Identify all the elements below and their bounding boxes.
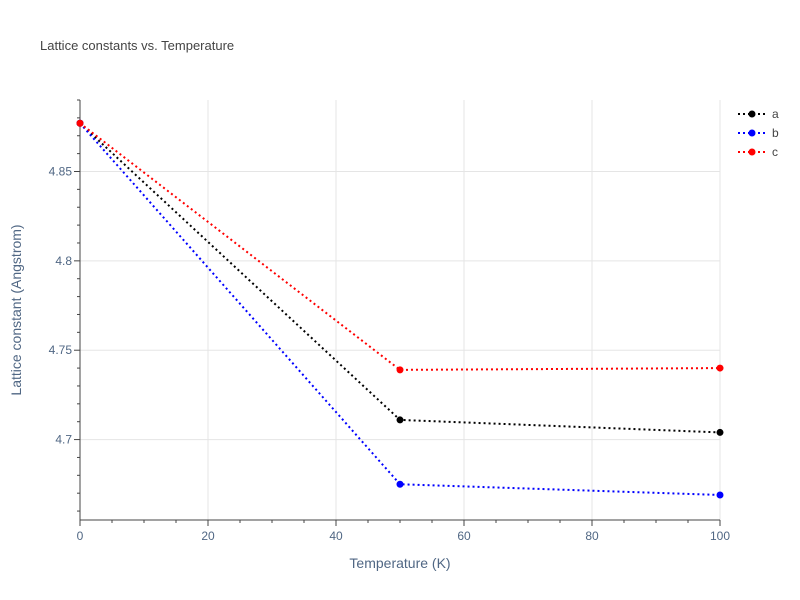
x-tick-label: 40 [329, 529, 343, 543]
x-axis-label: Temperature (K) [349, 555, 450, 571]
y-tick-label: 4.8 [55, 254, 72, 268]
axes: 0 20 40 60 80 100 4.7 4.75 4.8 4.85 [49, 99, 730, 543]
plot-area [76, 119, 724, 499]
data-point-b [716, 491, 724, 499]
legend-item-a[interactable]: a [738, 107, 779, 121]
legend-label-a: a [772, 107, 779, 121]
x-tick-label: 80 [585, 529, 599, 543]
data-point-c [716, 364, 724, 372]
data-point-a [396, 416, 404, 424]
legend-marker-a [748, 110, 756, 118]
series-line-c [79, 122, 721, 371]
legend-label-c: c [772, 145, 778, 159]
x-tick-label: 0 [77, 529, 84, 543]
data-point-b [396, 480, 404, 488]
x-tick-label: 20 [201, 529, 215, 543]
y-tick-label: 4.75 [49, 343, 73, 357]
y-axis-label: Lattice constant (Angstrom) [8, 224, 24, 395]
legend-label-b: b [772, 126, 779, 140]
legend[interactable]: abc [738, 107, 779, 159]
grid [80, 100, 721, 520]
x-tick-label: 100 [710, 529, 730, 543]
y-tick-label: 4.85 [49, 164, 73, 178]
series-line-b [79, 122, 721, 496]
y-tick-label: 4.7 [55, 433, 72, 447]
legend-item-b[interactable]: b [738, 126, 779, 140]
legend-marker-c [748, 148, 756, 156]
chart-title: Lattice constants vs. Temperature [40, 38, 234, 53]
data-point-c [76, 119, 84, 127]
data-point-c [396, 366, 404, 374]
legend-marker-b [748, 129, 756, 137]
data-point-a [716, 428, 724, 436]
x-tick-label: 60 [457, 529, 471, 543]
legend-item-c[interactable]: c [738, 145, 778, 159]
series-line-a [79, 122, 721, 434]
